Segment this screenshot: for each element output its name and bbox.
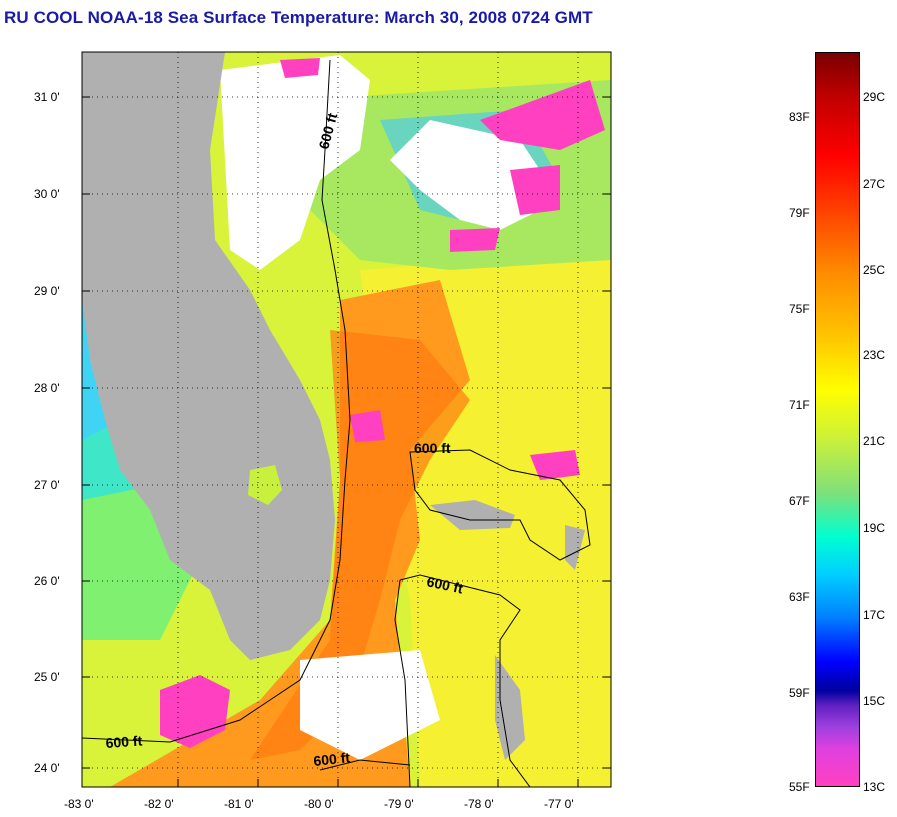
celsius-label: 23C (863, 348, 886, 362)
celsius-label: 19C (863, 521, 886, 535)
fahrenheit-label: 83F (789, 110, 810, 124)
celsius-label: 25C (863, 263, 886, 277)
fahrenheit-label: 71F (789, 398, 810, 412)
lon-tick: -81 0' (224, 797, 254, 811)
latitude-axis: 31 0' 30 0' 29 0' 28 0' 27 0' 26 0' 25 0… (34, 90, 60, 775)
temperature-colorbar (815, 52, 860, 787)
map-title: RU COOL NOAA-18 Sea Surface Temperature:… (4, 8, 593, 27)
celsius-label: 29C (863, 90, 886, 104)
fahrenheit-label: 59F (789, 686, 810, 700)
lat-tick: 28 0' (34, 381, 60, 395)
celsius-label: 15C (863, 694, 886, 708)
lon-tick: -82 0' (144, 797, 174, 811)
lon-tick: -80 0' (304, 797, 334, 811)
lat-tick: 27 0' (34, 478, 60, 492)
lon-tick: -79 0' (384, 797, 414, 811)
celsius-label: 17C (863, 608, 886, 622)
celsius-label: 13C (863, 780, 886, 794)
contour-label: 600 ft (414, 440, 451, 456)
fahrenheit-label: 75F (789, 302, 810, 316)
contour-label: 600 ft (425, 573, 464, 596)
contour-label: 600 ft (105, 732, 143, 751)
map-panel (82, 52, 611, 787)
bathymetry-contours (82, 59, 591, 787)
longitude-axis: -83 0' -82 0' -81 0' -80 0' -79 0' -78 0… (64, 797, 574, 811)
lat-tick: 24 0' (34, 761, 60, 775)
celsius-label: 27C (863, 177, 886, 191)
celsius-label: 21C (863, 434, 886, 448)
lat-tick: 31 0' (34, 90, 60, 104)
lon-tick: -83 0' (64, 797, 94, 811)
lon-tick: -77 0' (544, 797, 574, 811)
lon-tick: -78 0' (464, 797, 494, 811)
fahrenheit-label: 63F (789, 590, 810, 604)
lat-tick: 29 0' (34, 284, 60, 298)
lat-tick: 25 0' (34, 670, 60, 684)
fahrenheit-label: 55F (789, 780, 810, 794)
fahrenheit-label: 67F (789, 494, 810, 508)
lat-tick: 26 0' (34, 574, 60, 588)
lat-tick: 30 0' (34, 187, 60, 201)
fahrenheit-label: 79F (789, 206, 810, 220)
contour-label: 600 ft (313, 749, 351, 769)
